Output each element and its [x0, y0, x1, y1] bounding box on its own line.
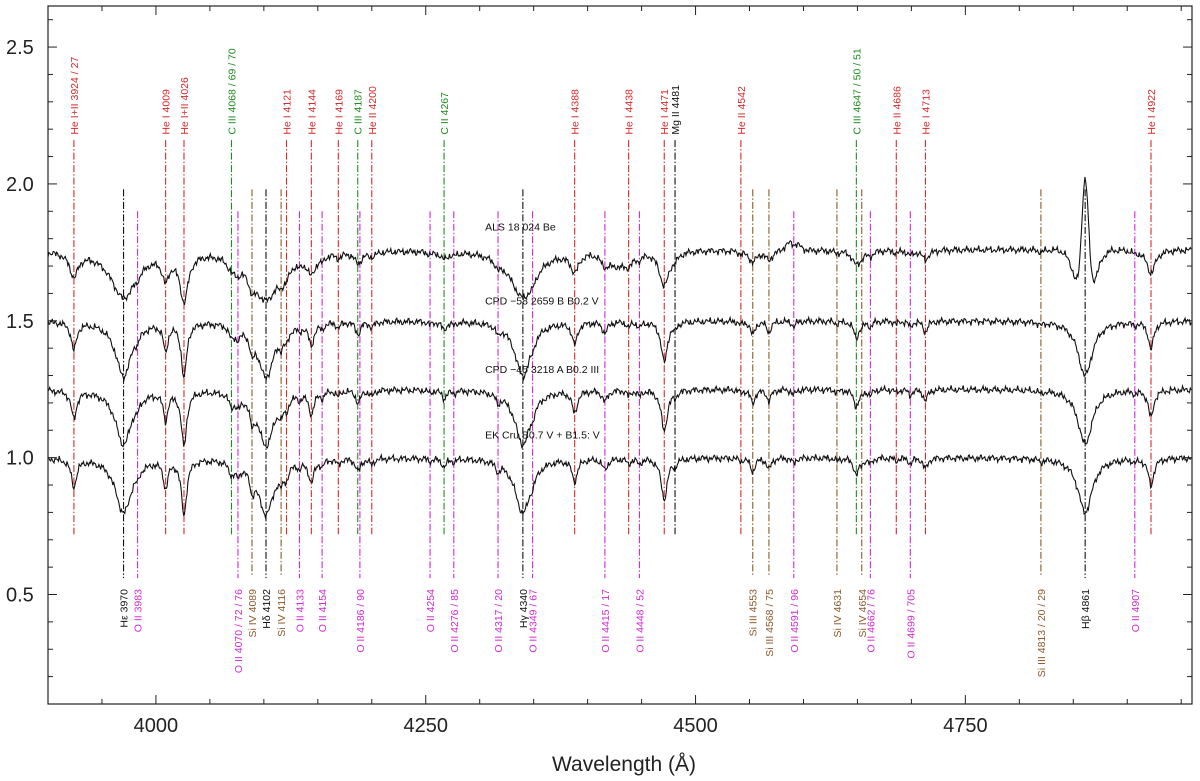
line-label: He I 4922 — [1146, 89, 1158, 135]
line-label: C III 4647 / 50 / 51 — [851, 48, 863, 135]
line-label: He I 4471 — [659, 89, 671, 135]
line-label: Si IV 4654 — [857, 589, 869, 638]
spectrum-line — [47, 176, 1192, 306]
spectrum-line — [47, 383, 1192, 449]
spectrum-line — [47, 453, 1192, 519]
x-axis-title: Wavelength (Å) — [552, 753, 696, 776]
line-label: He I+II 4026 — [179, 77, 191, 135]
spectra — [47, 176, 1192, 519]
line-label: O II 4907 — [1130, 589, 1142, 632]
line-label: O II 4317 / 20 — [493, 589, 505, 653]
spectrum-line — [47, 315, 1192, 382]
x-tick-label: 4500 — [673, 715, 718, 737]
line-label: He I 4009 — [161, 89, 173, 135]
y-tick-label: 1.5 — [6, 311, 34, 333]
y-tick-label: 2.5 — [6, 37, 34, 59]
star-labels: ALS 18 024 Be CPD −58 2659 B B0.2 V CPD −4… — [485, 221, 600, 441]
line-label: He I 4144 — [306, 89, 318, 135]
series-label: ALS 18 024 Be — [485, 221, 556, 233]
line-label: Si IV 4116 — [276, 589, 288, 637]
x-tick-label: 4750 — [943, 715, 988, 737]
line-label: O II 4276 / 85 — [449, 589, 461, 653]
line-label: He II 4542 — [736, 86, 748, 135]
line-label: O II 4070 / 72 / 76 — [233, 589, 245, 673]
plot-frame — [47, 5, 1193, 705]
line-label: Hδ 4102 — [261, 589, 273, 629]
line-label: Si III 4553 — [748, 589, 760, 636]
line-label: Si IV 4089 — [247, 589, 259, 638]
y-tick-label: 1.0 — [6, 448, 34, 470]
line-label: Si IV 4631 — [832, 589, 844, 638]
line-label: O II 4186 / 90 — [355, 589, 367, 653]
line-label: Hγ 4340 — [518, 589, 530, 628]
line-label: O II 4662 / 76 — [865, 589, 877, 653]
series-label: CPD −58 2659 B B0.2 V — [485, 295, 599, 307]
x-tick-label: 4000 — [134, 715, 179, 737]
line-label: O II 4133 — [294, 589, 306, 632]
y-axis: 0.5 1.0 1.5 2.0 2.5 — [6, 19, 1192, 705]
line-label: He I 4169 — [333, 89, 345, 135]
line-label: Hε 3970 — [119, 589, 131, 628]
line-label: He I 4438 — [624, 89, 636, 135]
line-label: He II 4686 — [891, 86, 903, 135]
line-label: He I 4121 — [282, 89, 294, 135]
line-label: C III 4068 / 69 / 70 — [226, 48, 238, 135]
line-label: O II 4349 / 67 — [528, 589, 540, 653]
line-label: O II 4699 / 705 — [905, 589, 917, 659]
line-label: O II 4154 — [317, 589, 329, 632]
x-tick-label: 4250 — [403, 715, 448, 737]
line-markers — [73, 140, 1152, 579]
line-label: Mg II 4481 — [670, 85, 682, 135]
line-label: He I+II 3924 / 27 — [69, 57, 81, 135]
y-tick-label: 2.0 — [6, 174, 34, 196]
line-label: O II 3983 — [133, 589, 145, 632]
line-label: O II 4415 / 17 — [600, 589, 612, 653]
line-label: C III 4187 — [353, 89, 365, 135]
line-label: He I 4388 — [570, 89, 582, 135]
series-label: CPD −45 3218 A B0.2 III — [485, 364, 599, 376]
line-label: Si III 4813 / 20 / 29 — [1036, 589, 1048, 677]
line-label: He I 4713 — [920, 89, 932, 135]
y-tick-label: 0.5 — [6, 585, 34, 607]
line-label: O II 4591 / 96 — [789, 589, 801, 653]
line-label: Si III 4568 / 75 — [764, 589, 776, 657]
x-axis: 4000 4250 4500 4750 — [47, 6, 1182, 737]
series-label: EK Cru B0.7 V + B1.5: V — [485, 429, 600, 441]
line-label: O II 4254 — [425, 589, 437, 632]
line-labels: He I+II 3924 / 27 Hε 3970 O II 3983 He I 40… — [69, 48, 1158, 677]
line-label: O II 4448 / 52 — [634, 589, 646, 653]
line-label: C II 4267 — [439, 92, 451, 135]
line-label: He II 4200 — [367, 86, 379, 135]
line-label: Hβ 4861 — [1080, 589, 1092, 629]
